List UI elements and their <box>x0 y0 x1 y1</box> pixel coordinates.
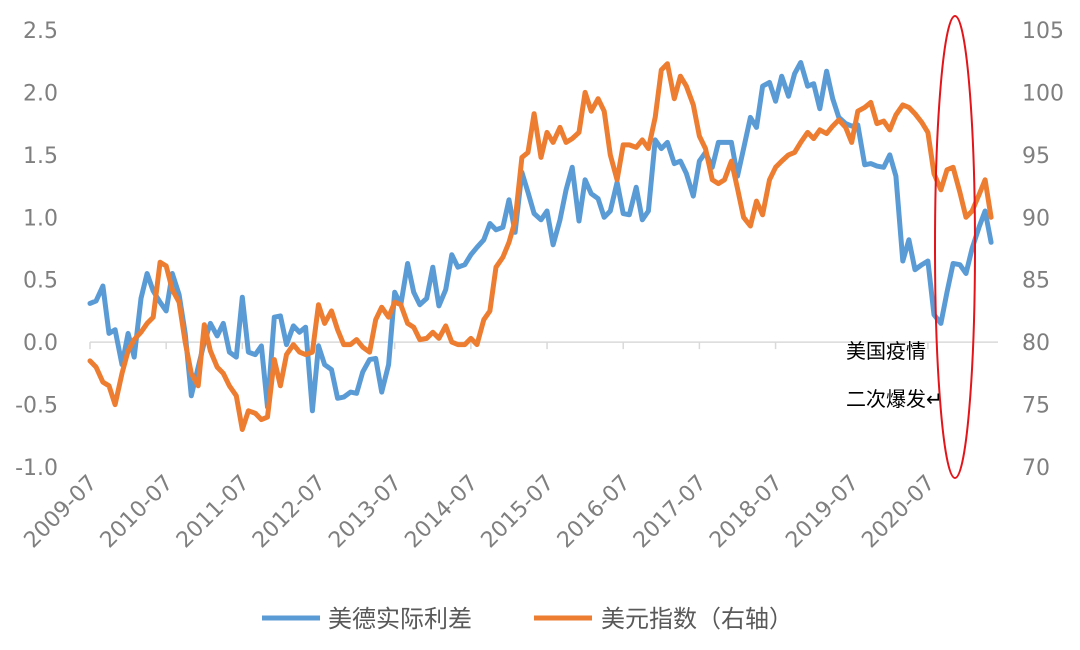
x-tick-label: 2016-07 <box>553 471 636 554</box>
annotation-line-1: 美国疫情 <box>846 339 926 363</box>
right-tick-label: 90 <box>1022 206 1050 231</box>
right-tick-label: 70 <box>1022 456 1050 481</box>
x-axis: 2009-072010-072011-072012-072013-072014-… <box>20 342 940 554</box>
left-tick-label: -0.5 <box>15 394 58 419</box>
series-line-dollar-index <box>87 61 994 432</box>
left-tick-label: 0.5 <box>23 269 58 294</box>
legend-label-dollar-index: 美元指数（右轴） <box>601 605 793 633</box>
x-tick-label: 2017-07 <box>629 471 712 554</box>
x-tick-label: 2019-07 <box>781 471 864 554</box>
left-tick-label: 2.5 <box>23 19 58 44</box>
annotation-line-2: 二次爆发↵ <box>846 387 943 411</box>
right-tick-label: 95 <box>1022 144 1050 169</box>
x-tick-label: 2013-07 <box>324 471 407 554</box>
x-tick-label: 2015-07 <box>477 471 560 554</box>
right-y-axis: 105 100 95 90 85 80 75 70 <box>1022 19 1064 481</box>
legend-label-real-rate-spread: 美德实际利差 <box>328 605 472 633</box>
x-tick-label: 2010-07 <box>96 471 179 554</box>
x-tick-label: 2018-07 <box>705 471 788 554</box>
right-tick-label: 80 <box>1022 331 1050 356</box>
left-tick-label: 1.0 <box>23 206 58 231</box>
left-tick-label: -1.0 <box>15 456 58 481</box>
right-tick-label: 100 <box>1022 81 1064 106</box>
x-tick-label: 2014-07 <box>400 471 483 554</box>
left-tick-label: 1.5 <box>23 144 58 169</box>
right-tick-label: 85 <box>1022 269 1050 294</box>
left-tick-label: 2.0 <box>23 81 58 106</box>
x-tick-label: 2012-07 <box>248 471 331 554</box>
right-tick-label: 75 <box>1022 394 1050 419</box>
left-tick-label: 0.0 <box>23 331 58 356</box>
plot-area <box>87 60 994 432</box>
legend: 美德实际利差 美元指数（右轴） <box>262 605 793 633</box>
left-y-axis: 2.5 2.0 1.5 1.0 0.5 0.0 -0.5 -1.0 <box>15 19 58 481</box>
right-tick-label: 105 <box>1022 19 1064 44</box>
x-tick-label: 2011-07 <box>172 471 255 554</box>
x-tick-label: 2020-07 <box>857 471 940 554</box>
x-tick-label: 2009-07 <box>20 471 103 554</box>
highlight-ellipse <box>934 15 976 479</box>
